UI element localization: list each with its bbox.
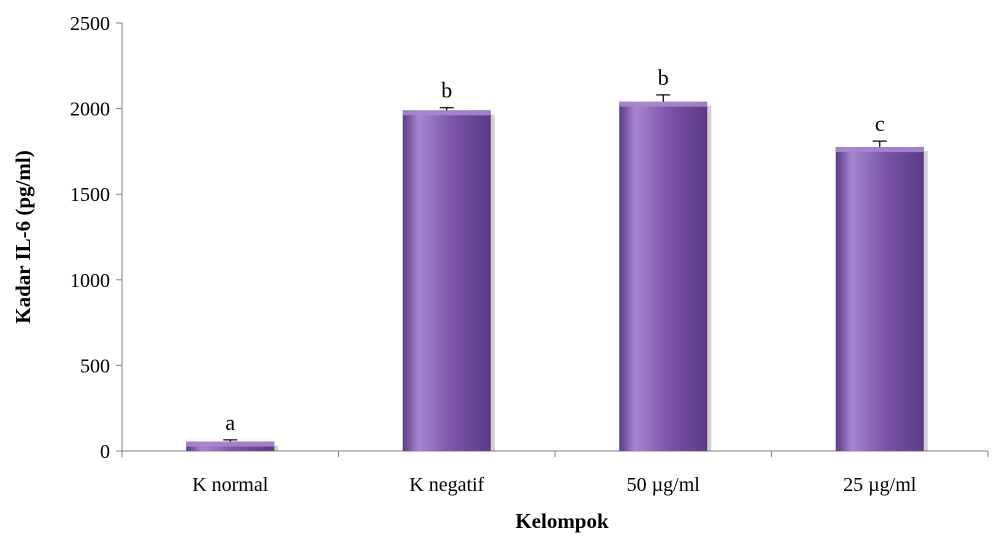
x-axis-title: Kelompok xyxy=(515,509,609,533)
y-tick-label: 2000 xyxy=(70,99,110,121)
bar-top-bevel xyxy=(835,147,924,153)
y-tick-label: 500 xyxy=(80,355,110,377)
x-tick-label: K normal xyxy=(192,474,269,496)
bar xyxy=(835,147,924,451)
y-tick-label: 2500 xyxy=(70,13,110,35)
significance-label: c xyxy=(875,111,885,136)
x-tick-label: K negatif xyxy=(409,474,484,496)
bar-top-bevel xyxy=(619,101,708,107)
y-tick-label: 1500 xyxy=(70,184,110,206)
y-axis-title: Kadar IL-6 (pg/ml) xyxy=(11,150,35,323)
bar-top-bevel xyxy=(402,110,491,116)
bar xyxy=(402,110,491,451)
y-tick-label: 0 xyxy=(100,441,110,463)
y-tick-label: 1000 xyxy=(70,270,110,292)
x-tick-label: 25 µg/ml xyxy=(843,474,917,496)
significance-label: b xyxy=(441,78,452,103)
bar-top-bevel xyxy=(186,441,275,447)
significance-label: a xyxy=(225,410,235,435)
bar xyxy=(619,101,708,451)
significance-label: b xyxy=(658,65,669,90)
x-tick-label: 50 µg/ml xyxy=(627,474,701,496)
